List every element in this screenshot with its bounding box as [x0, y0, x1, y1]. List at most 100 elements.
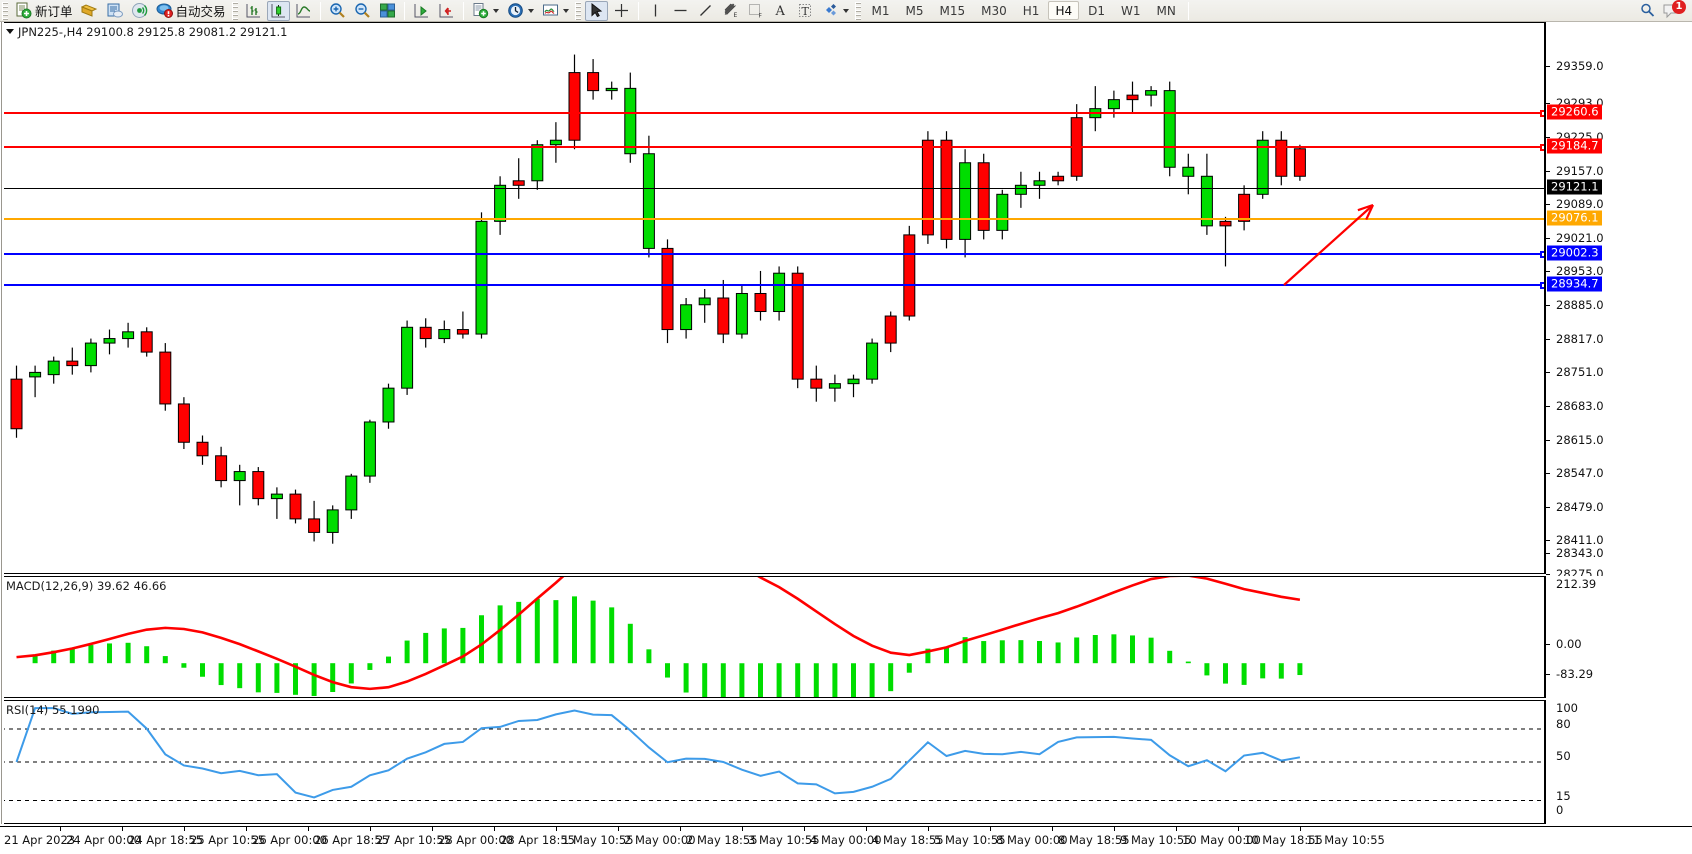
chevron-down-icon-4[interactable] — [842, 8, 849, 13]
horizontal-line-button[interactable] — [669, 1, 692, 21]
time-tick-mark — [866, 827, 867, 831]
price-axis[interactable]: 29359.0 29293.0 29225.0 29157.0 29089.0 29021… — [1545, 22, 1692, 593]
level-anchor-handle[interactable] — [1540, 109, 1544, 117]
level-anchor-handle[interactable] — [1540, 250, 1544, 258]
macd-tick-label: 212.39 — [1556, 577, 1597, 591]
auto-scroll-button[interactable] — [410, 1, 433, 21]
timeframe-w1[interactable]: W1 — [1121, 3, 1141, 18]
zoom-out-button[interactable] — [351, 1, 374, 21]
chevron-down-icon-2[interactable] — [527, 8, 534, 13]
new-order-button[interactable]: 新订单 — [12, 1, 76, 21]
time-tick-label: 5 May 10:55 — [934, 833, 1006, 847]
timeframe-mn[interactable]: MN — [1156, 3, 1176, 18]
svg-text:A: A — [774, 4, 785, 19]
text-button[interactable]: A — [769, 1, 792, 21]
templates-button[interactable] — [539, 1, 572, 21]
price-tick-label: 28479.0 — [1556, 500, 1604, 514]
price-tick-mark — [1546, 372, 1550, 373]
time-tick-label: 24 Apr 18:55 — [128, 833, 203, 847]
toolbar-grip[interactable] — [2, 1, 8, 20]
text-label-button[interactable]: T — [794, 1, 817, 21]
signal-button[interactable] — [128, 1, 151, 21]
vertical-line-icon — [654, 4, 656, 17]
time-tick-mark — [494, 827, 495, 831]
time-tick-label: 11 May 10:55 — [1306, 833, 1385, 847]
periods-button[interactable] — [504, 1, 537, 21]
time-tick-label: 26 Apr 00:00 — [252, 833, 327, 847]
timeframe-m15[interactable]: M15 — [939, 3, 966, 18]
time-tick-mark — [1238, 827, 1239, 831]
line-chart-button[interactable] — [292, 1, 315, 21]
rsi-pane-inner — [1, 701, 1544, 823]
equidistant-channel-icon: F — [748, 4, 762, 19]
toolbar-grip-2[interactable] — [231, 1, 238, 20]
toolbar-grip-4[interactable] — [854, 1, 861, 20]
news-button[interactable] — [103, 1, 126, 21]
chevron-down-icon-3[interactable] — [562, 8, 569, 13]
rsi-series — [1, 707, 1544, 801]
time-tick-label: 2 May 18:55 — [686, 833, 758, 847]
macd-axis[interactable]: 212.39 0.00 -83.29 — [1545, 576, 1692, 698]
folder-button[interactable] — [78, 1, 101, 21]
bar-chart-button[interactable] — [242, 1, 265, 21]
chart-area[interactable]: JPN225-,H4 29100.8 29125.8 29081.2 29121… — [0, 22, 1692, 854]
fibonacci-button[interactable]: E — [719, 1, 742, 21]
chart-vertical-grip[interactable] — [0, 22, 4, 824]
indicators-button[interactable] — [469, 1, 502, 21]
price-tick-mark — [1546, 440, 1550, 441]
time-tick-mark — [618, 827, 619, 831]
timeframe-h1[interactable]: H1 — [1022, 3, 1040, 18]
macd-tick-mark — [1546, 674, 1550, 675]
zoom-in-button[interactable] — [326, 1, 349, 21]
rsi-pane[interactable]: RSI(14) 55.1990 — [0, 700, 1545, 824]
macd-tick-mark — [1546, 644, 1550, 645]
rsi-tick-label: 50 — [1556, 749, 1571, 763]
level-anchor-handle[interactable] — [1540, 281, 1544, 289]
time-tick-label: 25 Apr 10:55 — [190, 833, 265, 847]
price-tag-resistance-upper: 29260.6 — [1547, 104, 1602, 120]
indicators-icon — [473, 3, 488, 19]
cursor-button[interactable] — [584, 0, 608, 21]
price-tick-label: 28817.0 — [1556, 332, 1604, 346]
macd-pane-inner — [1, 577, 1544, 697]
macd-pane[interactable]: MACD(12,26,9) 39.62 46.66 — [0, 576, 1545, 698]
chevron-down-icon[interactable] — [492, 8, 499, 13]
chart-shift-button[interactable] — [435, 1, 458, 21]
price-tick-mark — [1546, 553, 1550, 554]
crosshair-button[interactable] — [610, 1, 633, 21]
price-tick-mark — [1546, 137, 1550, 138]
tile-windows-button[interactable] — [376, 1, 399, 21]
svg-text:E: E — [733, 12, 737, 19]
chart-shift-icon — [439, 4, 453, 18]
time-tick-label: 28 Apr 18:55 — [500, 833, 575, 847]
level-anchor-handle[interactable] — [1540, 143, 1544, 151]
vertical-line-button[interactable] — [644, 1, 667, 21]
objects-button[interactable] — [819, 1, 852, 21]
time-tick-mark — [1114, 827, 1115, 831]
timeframe-h4[interactable]: H4 — [1048, 1, 1080, 20]
timeframe-m30[interactable]: M30 — [981, 3, 1007, 18]
timeframe-m1[interactable]: M1 — [871, 3, 890, 18]
notification-badge: 1 — [1672, 0, 1686, 14]
time-tick-mark — [990, 827, 991, 831]
folder-icon — [80, 4, 97, 17]
symbol-header[interactable]: JPN225-,H4 29100.8 29125.8 29081.2 29121… — [6, 25, 288, 39]
main-toolbar: 新订单 — [0, 0, 1692, 22]
timeframe-d1[interactable]: D1 — [1088, 3, 1105, 18]
equidistant-channel-button[interactable]: F — [744, 1, 767, 21]
timeframe-m5[interactable]: M5 — [905, 3, 924, 18]
notification-button[interactable]: 1 — [1662, 0, 1686, 20]
alert-button[interactable]: 自动交易 — [153, 1, 229, 21]
toolbar-separator-2 — [403, 1, 405, 20]
time-tick-label: 26 Apr 18:55 — [314, 833, 389, 847]
toolbar-grip-3[interactable] — [574, 1, 581, 20]
templates-icon — [542, 4, 558, 16]
candlestick-button[interactable] — [266, 0, 290, 21]
chevron-down-icon-symbol[interactable] — [6, 29, 14, 34]
symbol-header-text: JPN225-,H4 29100.8 29125.8 29081.2 29121… — [18, 25, 288, 39]
rsi-axis[interactable]: 100 80 50 15 0 — [1545, 700, 1692, 824]
price-pane[interactable]: JPN225-,H4 29100.8 29125.8 29081.2 29121… — [0, 22, 1545, 574]
time-axis[interactable]: 21 Apr 2023 24 Apr 00:00 24 Apr 18:55 25 Ap… — [0, 826, 1692, 854]
trendline-button[interactable] — [694, 1, 717, 21]
search-icon[interactable] — [1639, 2, 1656, 19]
